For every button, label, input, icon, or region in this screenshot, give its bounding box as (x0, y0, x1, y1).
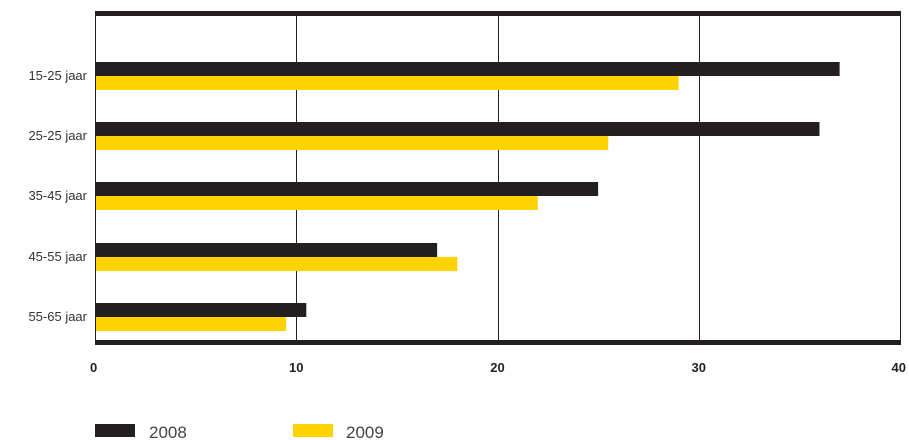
legend-label-2008: 2008 (149, 423, 187, 440)
bar-2009-5 (95, 317, 287, 331)
category-labels: 15-25 jaar 25-25 jaar 35-45 jaar 45-55 jaar… (28, 68, 87, 324)
legend-swatch-2009 (293, 424, 333, 437)
category-label: 35-45 jaar (28, 188, 87, 203)
axes (95, 11, 901, 345)
category-label: 25-25 jaar (28, 128, 87, 143)
top-axis-line (95, 11, 901, 16)
legend-swatch-2008 (95, 424, 135, 437)
legend-label-2009: 2009 (346, 423, 384, 440)
legend: 2008 2009 (95, 423, 384, 440)
bar-2009-2 (95, 136, 609, 150)
bottom-axis-line (95, 340, 901, 345)
category-label: 15-25 jaar (28, 68, 87, 83)
x-tick-label: 20 (490, 360, 504, 375)
x-tick-label: 0 (90, 360, 97, 375)
bar-2008-3 (95, 182, 599, 196)
bar-2008-4 (95, 243, 438, 257)
x-tick-labels: 0 10 20 30 40 (90, 360, 906, 375)
bar-2008-1 (95, 62, 840, 76)
bar-2008-2 (95, 122, 820, 136)
bar-2009-3 (95, 196, 538, 210)
x-tick-label: 30 (692, 360, 706, 375)
x-tick-label: 40 (892, 360, 906, 375)
bar-2009-1 (95, 76, 679, 90)
bar-2009-4 (95, 257, 458, 271)
category-label: 45-55 jaar (28, 249, 87, 264)
category-label: 55-65 jaar (28, 309, 87, 324)
x-tick-label: 10 (289, 360, 303, 375)
bars (95, 62, 840, 331)
bar-2008-5 (95, 303, 307, 317)
